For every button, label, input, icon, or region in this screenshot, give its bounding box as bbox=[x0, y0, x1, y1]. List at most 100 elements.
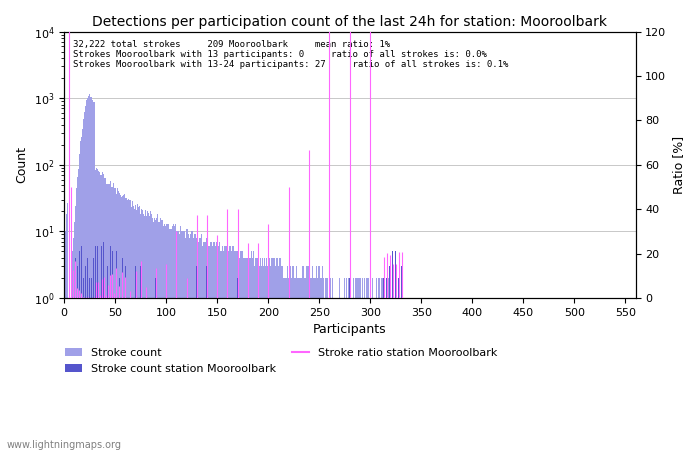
Bar bbox=[293, 266, 294, 450]
Bar bbox=[180, 226, 181, 450]
Bar bbox=[619, 298, 620, 450]
Bar bbox=[73, 238, 74, 450]
Bar bbox=[179, 234, 180, 450]
Bar bbox=[216, 242, 217, 450]
Bar bbox=[153, 222, 155, 450]
Bar bbox=[99, 172, 100, 450]
Bar bbox=[370, 278, 371, 450]
Bar bbox=[465, 298, 466, 450]
Bar bbox=[520, 298, 521, 450]
Bar bbox=[307, 266, 309, 450]
Bar bbox=[111, 252, 113, 450]
Bar bbox=[336, 298, 337, 450]
Bar bbox=[69, 242, 70, 450]
Bar bbox=[135, 205, 136, 450]
Bar bbox=[147, 212, 148, 450]
Bar bbox=[444, 298, 445, 450]
Bar bbox=[569, 298, 570, 450]
Bar bbox=[74, 222, 75, 450]
Bar bbox=[442, 298, 443, 450]
Bar bbox=[387, 278, 388, 450]
Bar bbox=[332, 278, 333, 450]
Bar bbox=[445, 298, 447, 450]
Bar bbox=[119, 193, 120, 450]
Bar bbox=[89, 94, 90, 450]
Bar bbox=[385, 298, 386, 450]
Bar bbox=[473, 298, 474, 450]
Bar bbox=[86, 100, 87, 450]
Bar bbox=[198, 242, 200, 450]
Bar bbox=[312, 266, 313, 450]
Bar bbox=[95, 170, 96, 450]
Bar bbox=[237, 278, 238, 450]
Bar bbox=[289, 278, 290, 450]
Bar bbox=[625, 298, 626, 450]
Bar bbox=[383, 298, 384, 450]
Bar bbox=[595, 298, 596, 450]
Bar bbox=[605, 298, 606, 450]
Bar bbox=[539, 298, 540, 450]
Bar bbox=[492, 298, 493, 450]
Bar bbox=[412, 298, 414, 450]
Bar bbox=[204, 242, 205, 450]
Bar bbox=[66, 202, 68, 450]
Bar bbox=[223, 252, 224, 450]
Bar bbox=[271, 258, 272, 450]
Bar bbox=[273, 258, 274, 450]
Bar bbox=[288, 298, 289, 450]
Bar bbox=[635, 298, 636, 450]
Bar bbox=[429, 298, 430, 450]
Bar bbox=[369, 298, 370, 450]
Bar bbox=[470, 298, 471, 450]
Bar bbox=[450, 298, 452, 450]
Bar bbox=[194, 234, 195, 450]
Bar bbox=[302, 266, 303, 450]
Bar bbox=[448, 298, 449, 450]
Bar bbox=[181, 231, 182, 450]
Bar bbox=[109, 181, 111, 450]
Bar bbox=[503, 298, 505, 450]
Bar bbox=[624, 298, 625, 450]
Bar bbox=[283, 278, 284, 450]
Bar bbox=[77, 266, 78, 450]
Bar bbox=[71, 252, 73, 450]
Bar bbox=[547, 298, 548, 450]
Bar bbox=[588, 298, 589, 450]
Bar bbox=[578, 298, 579, 450]
Bar bbox=[130, 200, 131, 450]
Bar bbox=[527, 298, 528, 450]
Bar bbox=[599, 298, 601, 450]
Bar bbox=[155, 220, 156, 450]
Bar bbox=[389, 266, 390, 450]
Bar bbox=[97, 170, 98, 450]
Bar bbox=[410, 298, 411, 450]
Bar bbox=[277, 258, 278, 450]
Bar bbox=[124, 194, 125, 450]
Bar bbox=[85, 106, 86, 450]
Bar bbox=[309, 278, 311, 450]
Bar bbox=[196, 238, 197, 450]
Bar bbox=[265, 258, 267, 450]
Bar bbox=[420, 298, 421, 450]
Bar bbox=[525, 298, 526, 450]
Bar bbox=[267, 266, 269, 450]
Bar bbox=[187, 229, 188, 450]
Bar bbox=[127, 200, 128, 450]
Bar bbox=[135, 266, 136, 450]
Bar bbox=[497, 298, 498, 450]
Bar bbox=[343, 298, 344, 450]
Bar bbox=[392, 298, 393, 450]
Bar bbox=[437, 298, 438, 450]
Bar bbox=[434, 298, 435, 450]
Bar bbox=[330, 278, 331, 450]
Bar bbox=[422, 298, 423, 450]
Bar bbox=[174, 226, 175, 450]
Bar bbox=[149, 216, 150, 450]
Bar bbox=[100, 175, 102, 450]
Bar bbox=[610, 298, 612, 450]
Bar bbox=[629, 298, 630, 450]
Bar bbox=[91, 278, 92, 450]
Bar bbox=[94, 102, 95, 450]
Bar bbox=[82, 129, 83, 450]
Bar bbox=[428, 298, 429, 450]
